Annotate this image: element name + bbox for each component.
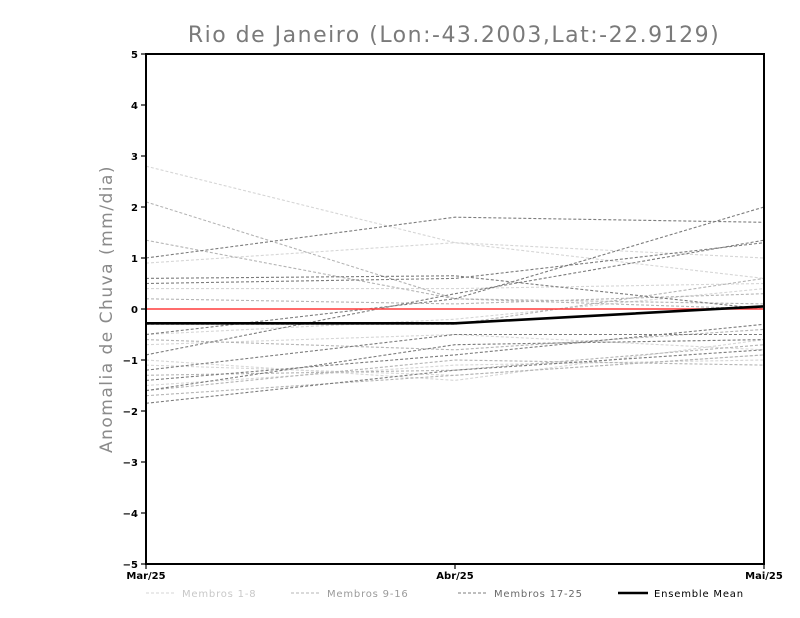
legend-label: Membros 9-16 <box>327 589 409 600</box>
legend-label: Membros 17-25 <box>494 589 583 600</box>
y-tick-label: 4 <box>131 101 138 112</box>
y-tick-label: −4 <box>123 509 138 520</box>
legend-item: Membros 9-16 <box>291 589 409 600</box>
member-series-line-21 <box>145 239 765 356</box>
member-series-line-16 <box>145 354 765 397</box>
x-tick-label: Mar/25 <box>126 571 165 582</box>
legend-label: Ensemble Mean <box>654 589 744 600</box>
x-tick-label: Mai/25 <box>745 571 783 582</box>
member-series-line-15 <box>145 359 765 392</box>
member-series-line-25 <box>145 349 765 404</box>
member-series-line-20 <box>145 206 765 336</box>
y-tick-label: 5 <box>131 50 138 61</box>
member-series-line-4 <box>145 288 765 336</box>
member-series-line-11 <box>145 293 765 305</box>
y-tick-label: 1 <box>131 254 138 265</box>
ensemble-mean-line <box>146 305 765 325</box>
member-series-line-18 <box>145 275 765 310</box>
member-series-line-23 <box>145 323 765 381</box>
member-series-line-24 <box>145 339 765 392</box>
legend-item: Membros 17-25 <box>458 589 583 600</box>
member-series-line-17 <box>145 216 765 259</box>
legend-item: Membros 1-8 <box>146 589 256 600</box>
legend: Membros 1-8 Membros 9-16 Membros 17-25 Ense… <box>146 589 744 600</box>
y-tick-label: −3 <box>123 458 138 469</box>
member-series-line-13 <box>145 328 765 351</box>
y-tick-label: −1 <box>123 356 138 367</box>
y-tick-label: −2 <box>123 407 138 418</box>
member-series-line-9 <box>145 201 765 310</box>
chart-title: Rio de Janeiro (Lon:-43.2003,Lat:-22.912… <box>188 23 720 48</box>
member-series-line-19 <box>145 242 765 285</box>
member-series-line-7 <box>145 354 765 376</box>
y-tick-label: −5 <box>123 560 138 571</box>
member-series-line-2 <box>145 242 765 264</box>
y-tick-label: 0 <box>131 305 138 316</box>
y-axis-label: Anomalia de Chuva (mm/dia) <box>97 165 117 453</box>
legend-label: Membros 1-8 <box>182 589 256 600</box>
legend-item: Ensemble Mean <box>618 589 744 600</box>
member-series-line-5 <box>145 333 765 351</box>
y-tick-label: 3 <box>131 152 138 163</box>
member-series-line-10 <box>145 239 765 305</box>
member-series-line-1 <box>145 165 765 279</box>
x-tick-label: Abr/25 <box>436 571 473 582</box>
y-tick-label: 2 <box>131 203 138 214</box>
member-series-line-14 <box>145 344 765 376</box>
member-series-line-3 <box>146 282 765 290</box>
